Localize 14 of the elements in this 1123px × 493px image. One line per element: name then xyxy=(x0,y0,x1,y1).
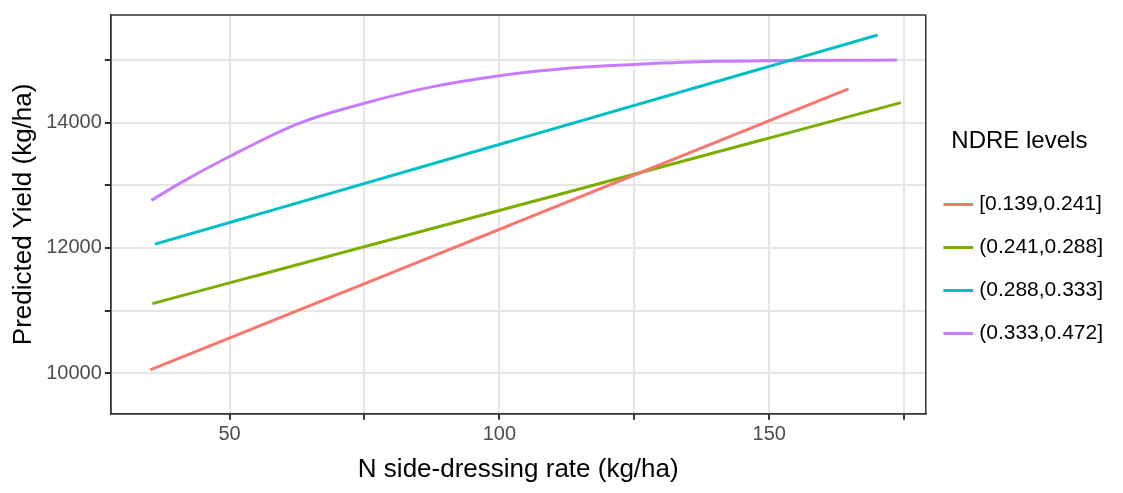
line-series xyxy=(149,58,899,202)
x-tick-label: 100 xyxy=(482,422,517,445)
y-axis-title: Predicted Yield (kg/ha) xyxy=(6,83,37,346)
legend-title: NDRE levels xyxy=(951,125,1088,153)
legend-label: (0.288,0.333] xyxy=(979,277,1103,301)
y-tick-label: 10000 xyxy=(46,360,102,383)
legend-label: (0.241,0.288] xyxy=(979,234,1103,258)
legend-label: [0.139,0.241] xyxy=(979,191,1102,215)
y-tick-label: 14000 xyxy=(46,110,102,133)
y-tick-label: 12000 xyxy=(46,235,102,258)
x-tick-label: 150 xyxy=(752,422,786,445)
x-tick-label: 50 xyxy=(218,422,241,445)
x-axis-title: N side-dressing rate (kg/ha) xyxy=(357,452,679,483)
legend-label: (0.333,0.472] xyxy=(979,320,1103,344)
